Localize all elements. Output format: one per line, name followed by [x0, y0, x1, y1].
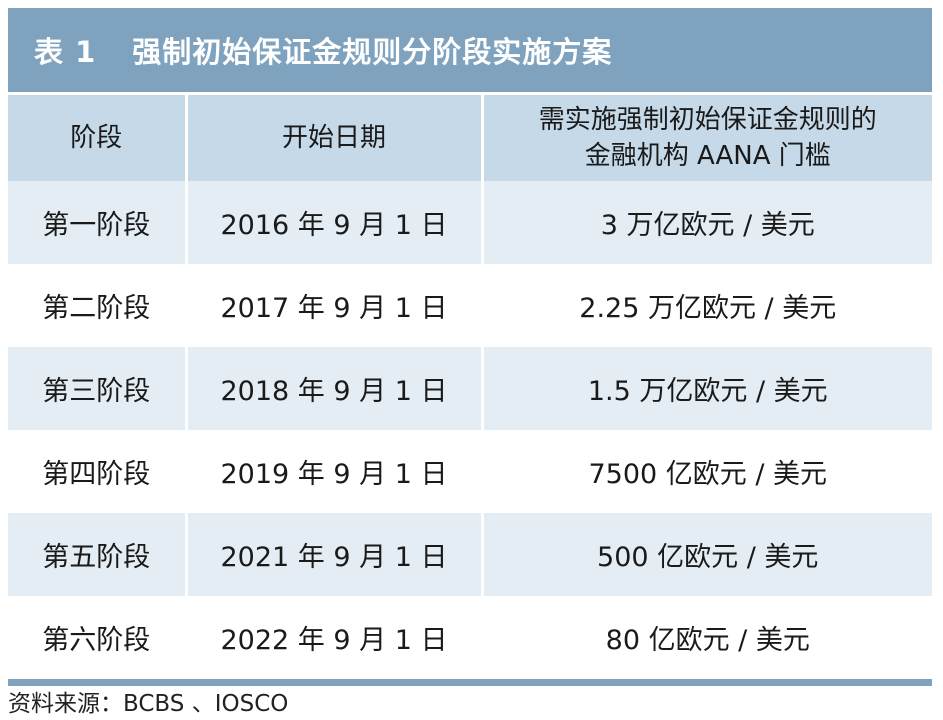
source-note: 资料来源：BCBS 、IOSCO: [8, 691, 289, 717]
table-bottom-rule: [8, 679, 932, 686]
cell-threshold: 3 万亿欧元 / 美元: [482, 181, 932, 264]
cell-threshold: 1.5 万亿欧元 / 美元: [482, 347, 932, 430]
header-threshold-line2: 金融机构 AANA 门槛: [584, 141, 831, 171]
cell-threshold: 7500 亿欧元 / 美元: [482, 430, 932, 513]
cell-start-date: 2016 年 9 月 1 日: [186, 181, 484, 264]
header-phase: 阶段: [8, 92, 188, 181]
cell-threshold: 80 亿欧元 / 美元: [482, 596, 932, 679]
cell-start-date: 2018 年 9 月 1 日: [186, 347, 484, 430]
cell-phase: 第五阶段: [8, 513, 188, 596]
phase-table: 阶段 开始日期 需实施强制初始保证金规则的 金融机构 AANA 门槛 第一阶段 …: [8, 92, 932, 679]
table-row: 第六阶段 2022 年 9 月 1 日 80 亿欧元 / 美元: [8, 596, 932, 679]
table-row: 第五阶段 2021 年 9 月 1 日 500 亿欧元 / 美元: [8, 513, 932, 596]
header-threshold: 需实施强制初始保证金规则的 金融机构 AANA 门槛: [482, 92, 932, 181]
cell-phase: 第六阶段: [8, 596, 188, 679]
cell-phase: 第四阶段: [8, 430, 188, 513]
cell-phase: 第一阶段: [8, 181, 188, 264]
data-table-container: 表 1 强制初始保证金规则分阶段实施方案 阶段 开始日期 需实施强制初始保证金规…: [8, 8, 932, 686]
cell-threshold: 500 亿欧元 / 美元: [482, 513, 932, 596]
cell-threshold: 2.25 万亿欧元 / 美元: [482, 264, 932, 347]
table-row: 第三阶段 2018 年 9 月 1 日 1.5 万亿欧元 / 美元: [8, 347, 932, 430]
header-start-date: 开始日期: [186, 92, 484, 181]
table-title: 强制初始保证金规则分阶段实施方案: [132, 35, 613, 69]
table-number: 表 1: [34, 35, 97, 69]
table-row: 第一阶段 2016 年 9 月 1 日 3 万亿欧元 / 美元: [8, 181, 932, 264]
cell-start-date: 2019 年 9 月 1 日: [186, 430, 484, 513]
cell-start-date: 2017 年 9 月 1 日: [186, 264, 484, 347]
cell-start-date: 2021 年 9 月 1 日: [186, 513, 484, 596]
cell-phase: 第二阶段: [8, 264, 188, 347]
header-threshold-line1: 需实施强制初始保证金规则的: [538, 105, 877, 135]
cell-phase: 第三阶段: [8, 347, 188, 430]
table-row: 第四阶段 2019 年 9 月 1 日 7500 亿欧元 / 美元: [8, 430, 932, 513]
table-row: 第二阶段 2017 年 9 月 1 日 2.25 万亿欧元 / 美元: [8, 264, 932, 347]
table-title-bar: 表 1 强制初始保证金规则分阶段实施方案: [8, 8, 932, 92]
header-row: 阶段 开始日期 需实施强制初始保证金规则的 金融机构 AANA 门槛: [8, 92, 932, 181]
cell-start-date: 2022 年 9 月 1 日: [186, 596, 484, 679]
